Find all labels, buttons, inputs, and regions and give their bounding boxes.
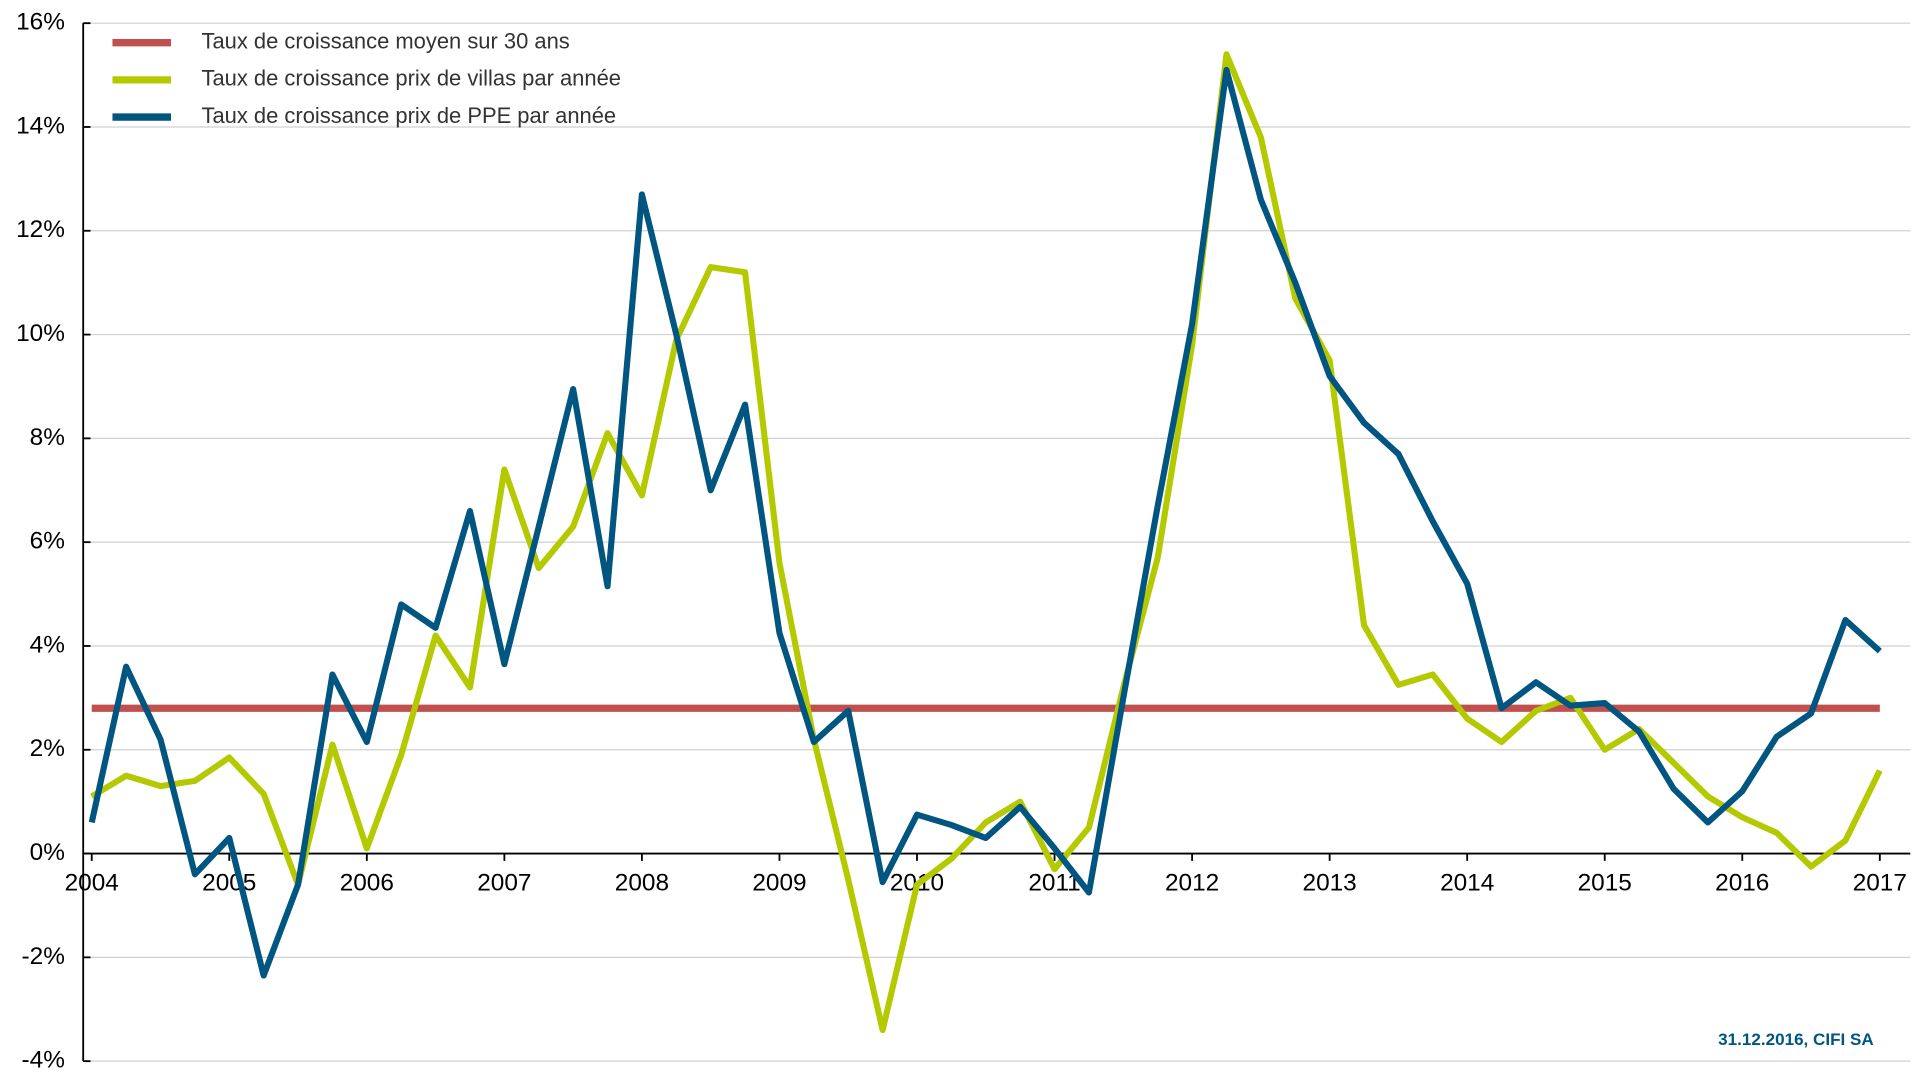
y-tick-label: 2%: [30, 735, 65, 762]
x-tick-label: 2009: [752, 869, 806, 896]
x-tick-label: 2008: [615, 869, 669, 896]
y-tick-label: -2%: [22, 943, 65, 970]
y-tick-label: 14%: [16, 112, 65, 139]
x-tick-label: 2017: [1853, 869, 1907, 896]
y-tick-label: -4%: [22, 1047, 65, 1074]
x-tick-label: 2015: [1578, 869, 1632, 896]
y-tick-label: 12%: [16, 216, 65, 243]
x-tick-label: 2014: [1440, 869, 1494, 896]
y-tick-label: 16%: [16, 9, 65, 36]
x-tick-label: 2012: [1165, 869, 1219, 896]
legend-label: Taux de croissance moyen sur 30 ans: [202, 28, 570, 53]
y-tick-label: 6%: [30, 528, 65, 555]
x-tick-label: 2004: [65, 869, 119, 896]
source-note: 31.12.2016, CIFI SA: [1718, 1030, 1874, 1049]
y-tick-label: 0%: [30, 839, 65, 866]
x-tick-label: 2005: [202, 869, 256, 896]
x-tick-label: 2007: [477, 869, 531, 896]
legend-label: Taux de croissance prix de villas par an…: [202, 66, 621, 91]
x-tick-label: 2006: [340, 869, 394, 896]
y-tick-label: 4%: [30, 631, 65, 658]
y-tick-label: 8%: [30, 424, 65, 451]
legend-label: Taux de croissance prix de PPE par année: [202, 103, 617, 128]
series-line: [88, 66, 1882, 979]
x-tick-label: 2013: [1303, 869, 1357, 896]
x-tick-label: 2016: [1715, 869, 1769, 896]
y-tick-label: 10%: [16, 320, 65, 347]
series-line: [90, 51, 1883, 1034]
